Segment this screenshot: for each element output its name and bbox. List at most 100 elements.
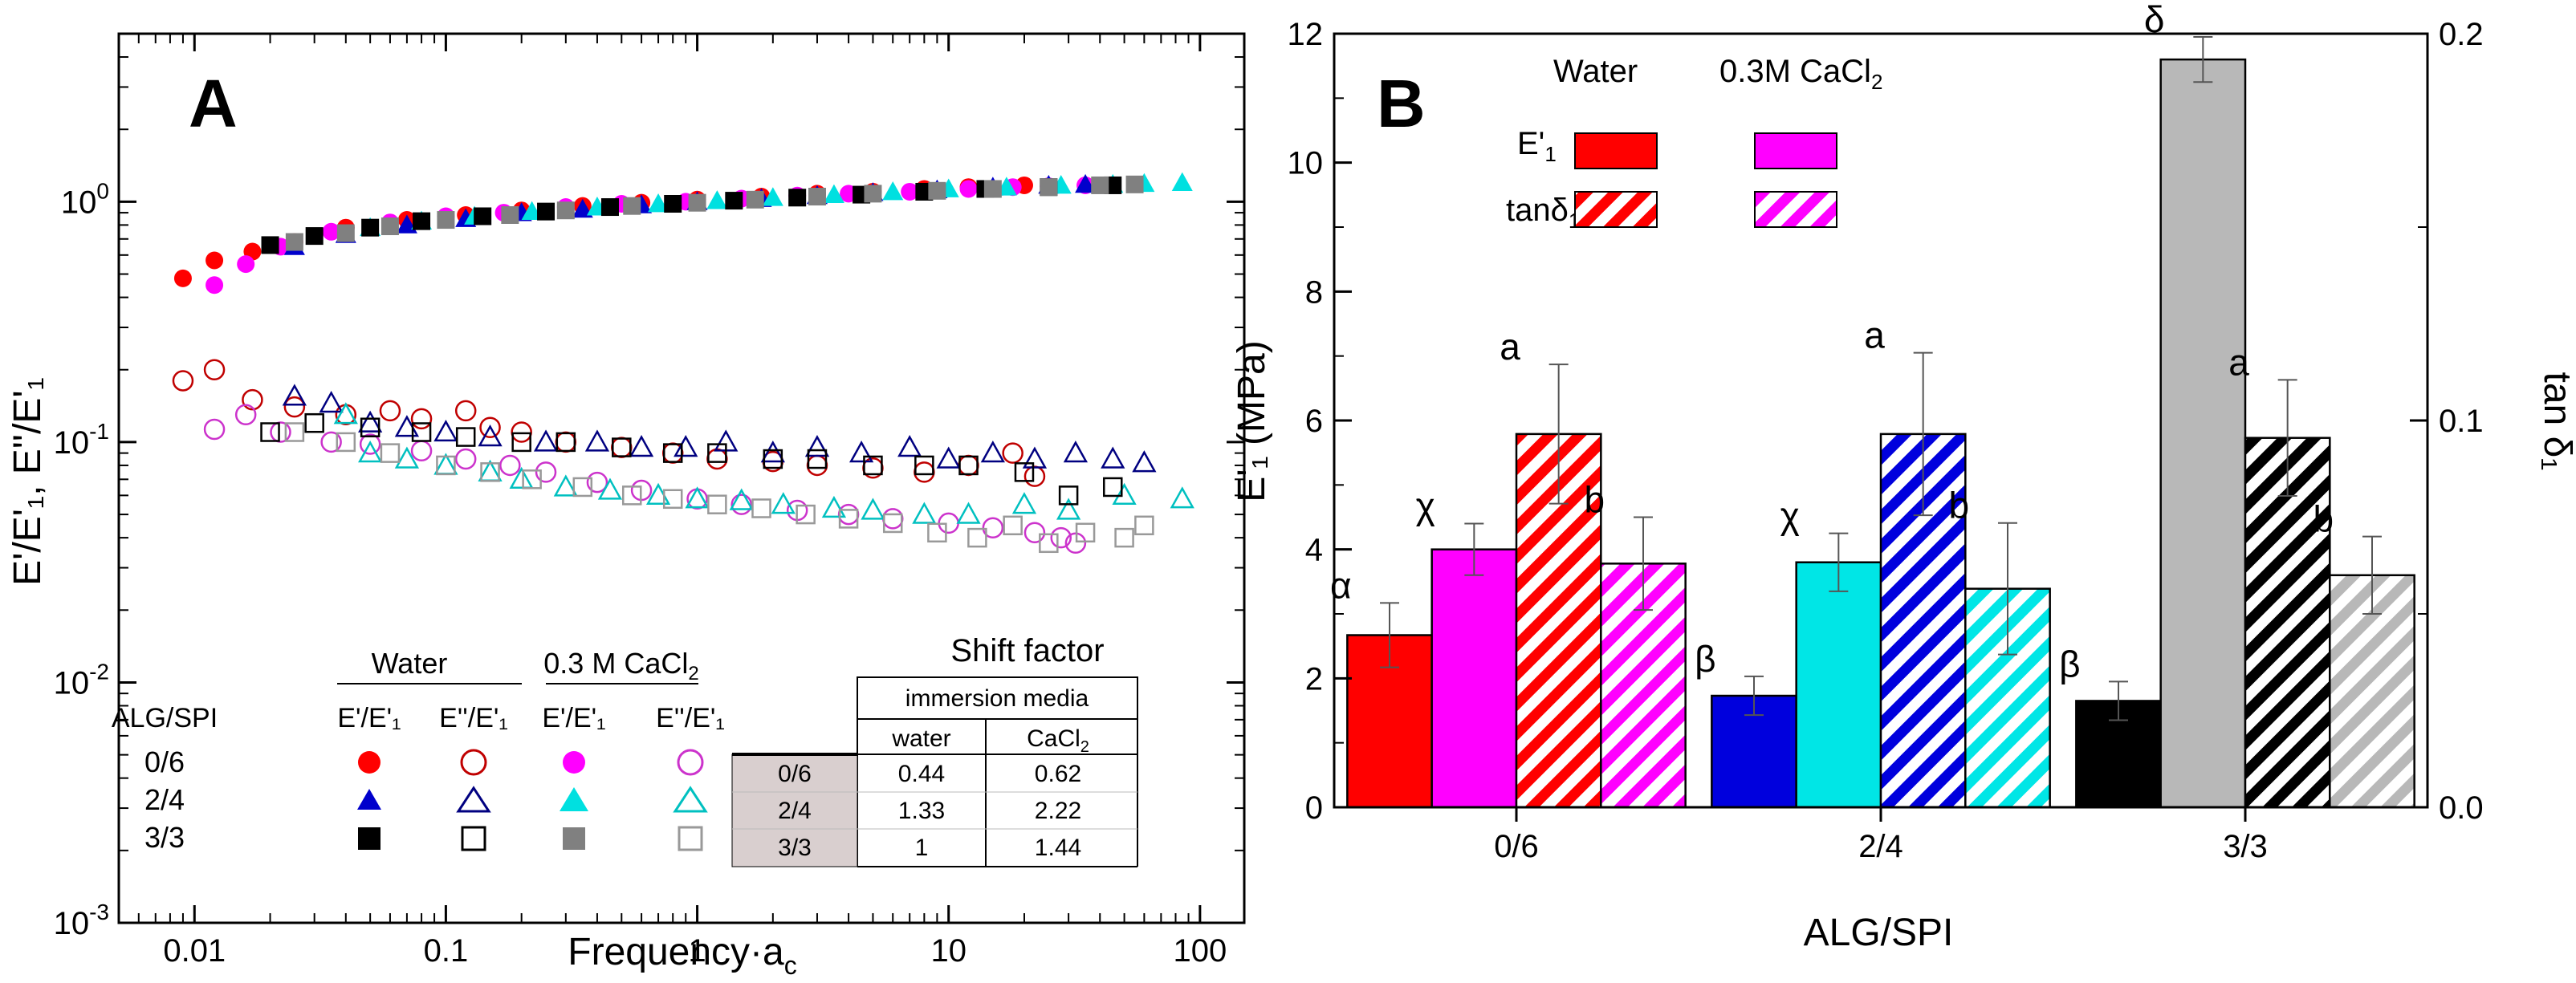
point-s9-10 <box>763 449 783 469</box>
point-s10-0 <box>285 233 303 251</box>
panel-a-ylabel: E'/E'₁, E''/E'₁ <box>6 377 49 586</box>
point-s2-0 <box>206 276 224 294</box>
legend-symbol-3-3-water-e1 <box>358 827 380 850</box>
legend-b-swatch-cacl2-solid <box>1754 132 1837 169</box>
shift-cacl2-0-6: 0.62 <box>1035 761 1081 787</box>
bar-s1-c1 <box>1795 561 1882 809</box>
bar-s0-c2 <box>2075 700 2162 809</box>
point-s10-7 <box>688 193 706 212</box>
point-s1-19 <box>1002 442 1023 464</box>
point-s7-19 <box>1170 486 1194 509</box>
letter-s3-c0: b <box>1585 479 1605 521</box>
point-s3-12 <box>730 494 752 515</box>
x-tick-label-3: 10 <box>930 933 967 969</box>
point-s5-16 <box>980 441 1005 463</box>
shift-table-col-water: water <box>891 725 950 752</box>
point-s7-7 <box>597 477 623 500</box>
point-s7-18 <box>1112 482 1137 506</box>
legend-b-water-label: Water <box>1553 54 1638 89</box>
shift-table-header-box <box>857 718 1138 755</box>
panel-a-xlabel: Frequency·ac <box>568 931 796 979</box>
legend-symbol-2-4-water-e2 <box>456 786 491 813</box>
y-tick-label-2: 10-1 <box>54 419 109 461</box>
letter-s2-c1: a <box>1864 315 1885 356</box>
point-s1-6 <box>410 408 433 430</box>
point-s9-14 <box>958 455 979 476</box>
point-s3-8 <box>535 461 557 483</box>
y-left-tick-label-5: 10 <box>1288 146 1324 181</box>
point-s9-6 <box>555 432 576 453</box>
y-tick-label-3: 100 <box>61 178 109 220</box>
point-s11-8 <box>662 489 683 510</box>
point-s5-20 <box>1132 450 1157 473</box>
legend-symbol-0-6-cacl2-e1 <box>563 751 585 774</box>
point-s3-0 <box>203 418 226 441</box>
point-s8-4 <box>474 207 492 225</box>
panel-b-ylabel-left: E'₁ (MPa) <box>1231 340 1273 502</box>
point-s9-1 <box>304 412 324 433</box>
point-s7-17 <box>1056 498 1081 520</box>
legend-symbol-2-4-cacl2-e1 <box>560 787 588 811</box>
point-s1-8 <box>479 416 501 438</box>
point-s11-20 <box>1134 515 1154 536</box>
point-s9-11 <box>807 449 828 469</box>
panel-b-ylabel-right: tan δ₁ <box>2536 372 2576 471</box>
point-s8-3 <box>413 212 431 230</box>
point-s1-3 <box>283 396 306 418</box>
point-s7-12 <box>821 495 847 518</box>
point-s1-11 <box>611 437 633 458</box>
point-s7-10 <box>729 488 754 510</box>
panel-a-legend: ALG/SPI Water 0.3 M CaCl2 E'/E'₁ E''/E'₁… <box>112 647 725 854</box>
point-s10-12 <box>983 180 1002 198</box>
point-s4-5 <box>572 198 593 218</box>
legend-water-label: Water <box>372 647 448 680</box>
point-s1-5 <box>379 400 401 422</box>
legend-symbol-0-6-water-e1 <box>358 751 380 774</box>
shift-factor-table: Shift factor immersion media water CaCl2… <box>731 633 1138 867</box>
point-s8-1 <box>305 227 324 246</box>
point-s9-13 <box>914 455 934 476</box>
point-s1-17 <box>914 461 935 483</box>
point-s3-19 <box>1050 526 1072 549</box>
shift-water-3-3: 1 <box>915 835 929 861</box>
point-s9-12 <box>863 455 883 476</box>
point-s1-0 <box>172 370 194 392</box>
point-s8-8 <box>725 192 743 210</box>
panel-b-axes: 0 2 4 6 8 10 12 0.0 0.1 0.2 0/6 2/4 3/3 <box>1288 17 2484 864</box>
point-s11-0 <box>284 422 305 442</box>
point-s11-2 <box>380 443 401 463</box>
point-s11-19 <box>1114 527 1134 548</box>
point-s7-16 <box>1011 492 1037 514</box>
point-s11-12 <box>838 509 859 529</box>
point-s5-11 <box>760 441 785 463</box>
point-s10-8 <box>746 190 764 209</box>
point-s3-5 <box>410 440 433 462</box>
point-s11-5 <box>522 469 542 489</box>
point-s10-5 <box>556 201 575 220</box>
point-s11-10 <box>751 498 771 518</box>
point-s7-1 <box>358 441 383 463</box>
point-s8-0 <box>261 236 279 254</box>
point-s10-3 <box>437 211 455 230</box>
point-s6-15 <box>1171 172 1193 192</box>
point-s10-9 <box>808 188 826 206</box>
point-s6-9 <box>882 181 904 201</box>
legend-symbol-2-4-cacl2-e2 <box>673 786 708 813</box>
point-s1-2 <box>242 388 263 411</box>
letter-s1-c0: χ <box>1416 485 1435 527</box>
point-s10-4 <box>501 206 519 225</box>
point-s6-7 <box>762 187 783 206</box>
point-s9-8 <box>662 443 683 463</box>
point-s9-5 <box>511 432 531 453</box>
point-s5-1 <box>319 391 344 413</box>
point-s5-0 <box>282 384 307 406</box>
panel-a: ALG/SPI Water 0.3 M CaCl2 E'/E'₁ E''/E'₁… <box>6 32 1246 980</box>
point-s10-10 <box>864 185 882 203</box>
point-s6-6 <box>706 190 728 209</box>
shift-table-col-cacl2: CaCl2 <box>1027 725 1089 756</box>
shift-row-label-0-6: 0/6 <box>778 761 812 787</box>
y-right-tick-label-0: 0.0 <box>2439 790 2484 826</box>
point-s3-3 <box>320 431 342 453</box>
